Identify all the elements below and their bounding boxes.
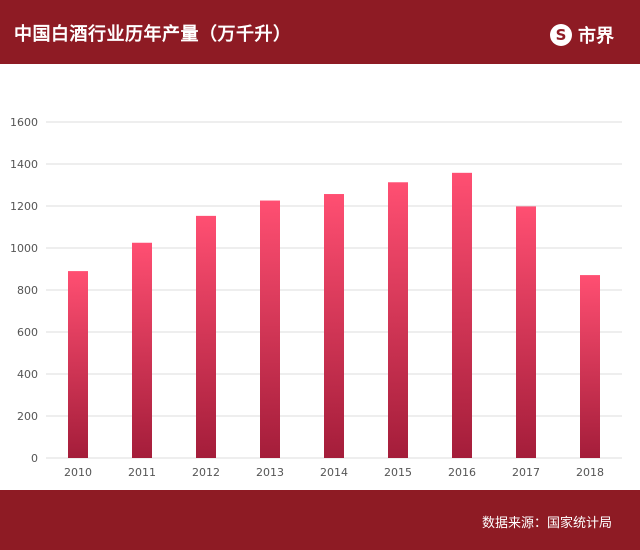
x-tick-label: 2012 [192, 466, 220, 479]
bar-2010 [68, 271, 88, 458]
y-tick-label: 200 [17, 410, 38, 423]
footer-banner: 数据来源：国家统计局 [0, 490, 640, 550]
x-tick-label: 2018 [576, 466, 604, 479]
y-tick-label: 800 [17, 284, 38, 297]
bar-2014 [324, 194, 344, 458]
bar-2018 [580, 275, 600, 458]
chart-area: 0 200 400 600 800 1000 1200 1400 1600 2010 2011 20… [0, 64, 640, 490]
x-tick-label: 2016 [448, 466, 476, 479]
y-tick-label: 0 [31, 452, 38, 465]
y-tick-label: 1600 [10, 116, 38, 129]
x-tick-label: 2014 [320, 466, 348, 479]
logo-text: 市界 [578, 26, 614, 47]
x-tick-label: 2011 [128, 466, 156, 479]
y-tick-label: 1000 [10, 242, 38, 255]
y-tick-label: 400 [17, 368, 38, 381]
bar-2013 [260, 200, 280, 459]
bars [68, 172, 600, 459]
bar-2015 [388, 182, 408, 458]
y-tick-label: 600 [17, 326, 38, 339]
x-tick-label: 2017 [512, 466, 540, 479]
bar-2017 [516, 206, 536, 458]
bar-2011 [132, 242, 152, 458]
y-tick-label: 1200 [10, 200, 38, 213]
y-tick-label: 1400 [10, 158, 38, 171]
logo-s-icon: S [550, 24, 572, 46]
y-axis-ticks: 0 200 400 600 800 1000 1200 1400 1600 [10, 116, 38, 465]
data-source: 数据来源：国家统计局 [481, 516, 612, 531]
bar-2012 [196, 215, 216, 458]
brand-logo: S 市界 [550, 22, 614, 48]
x-tick-label: 2010 [64, 466, 92, 479]
x-axis-ticks: 2010 2011 2012 2013 2014 2015 2016 2017 2018 [64, 466, 604, 479]
header-banner: 中国白酒行业历年产量（万千升） S 市界 [0, 0, 640, 64]
chart-title: 中国白酒行业历年产量（万千升） [14, 24, 292, 45]
x-tick-label: 2015 [384, 466, 412, 479]
bar-2016 [452, 172, 472, 458]
x-tick-label: 2013 [256, 466, 284, 479]
